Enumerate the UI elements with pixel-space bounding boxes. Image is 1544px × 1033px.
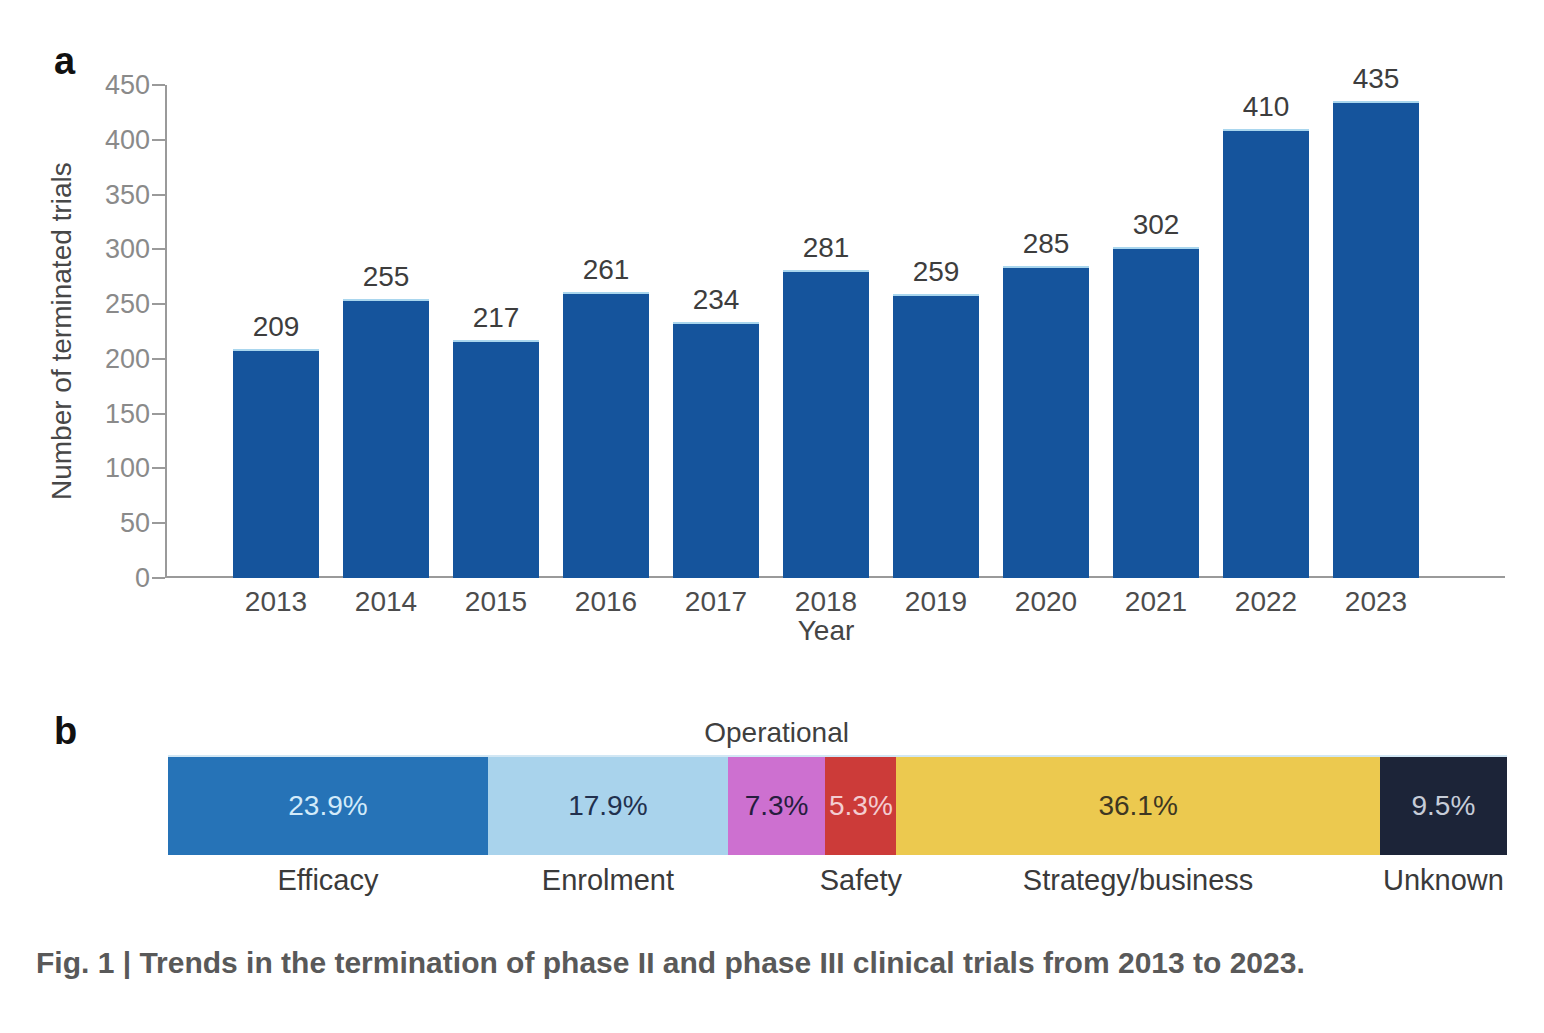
bar-2015 [453, 340, 539, 578]
x-tick-label: 2018 [795, 586, 857, 618]
bar-value-label: 209 [253, 311, 300, 343]
y-tick-label: 300 [88, 233, 150, 265]
bar-value-label: 259 [913, 256, 960, 288]
y-tick-mark [152, 139, 165, 141]
x-tick-label: 2013 [245, 586, 307, 618]
segment-percent-label: 36.1% [1098, 790, 1177, 822]
bar-value-label: 255 [363, 261, 410, 293]
bar-value-label: 217 [473, 302, 520, 334]
y-tick-mark [152, 522, 165, 524]
x-tick-label: 2015 [465, 586, 527, 618]
bar-2019 [893, 294, 979, 578]
segment-unknown: 9.5% [1380, 757, 1507, 855]
segment-percent-label: 9.5% [1411, 790, 1475, 822]
bar-value-label: 234 [693, 284, 740, 316]
y-tick-label: 150 [88, 398, 150, 430]
segment-name-label: Efficacy [277, 864, 378, 897]
y-tick-label: 50 [88, 507, 150, 539]
segment-enrolment: 17.9% [488, 757, 728, 855]
segment-percent-label: 17.9% [568, 790, 647, 822]
bar-2018 [783, 270, 869, 578]
x-tick-label: 2014 [355, 586, 417, 618]
y-tick-mark [152, 84, 165, 86]
segment-safety: 5.3% [825, 757, 896, 855]
panel-b-label: b [54, 712, 77, 750]
segment-name-label: Unknown [1383, 864, 1504, 897]
y-tick-label: 350 [88, 179, 150, 211]
y-tick-label: 0 [88, 562, 150, 594]
bar-2021 [1113, 247, 1199, 578]
y-tick-label: 400 [88, 124, 150, 156]
bar-2020 [1003, 266, 1089, 578]
segment-name-label: Strategy/business [1023, 864, 1254, 897]
segment-name-label-above: Operational [704, 717, 849, 749]
bar-value-label: 285 [1023, 228, 1070, 260]
x-tick-label: 2019 [905, 586, 967, 618]
y-tick-mark [152, 194, 165, 196]
segment-percent-label: 5.3% [829, 790, 893, 822]
segment-percent-label: 23.9% [288, 790, 367, 822]
y-tick-label: 100 [88, 452, 150, 484]
bar-2016 [563, 292, 649, 578]
segment-name-label: Safety [820, 864, 902, 897]
x-tick-label: 2020 [1015, 586, 1077, 618]
y-tick-mark [152, 303, 165, 305]
x-axis-title: Year [221, 615, 1431, 647]
bar-2017 [673, 322, 759, 578]
segment-name-label: Enrolment [542, 864, 674, 897]
y-tick-mark [152, 413, 165, 415]
bar-2014 [343, 299, 429, 578]
panel-a-label: a [54, 42, 75, 80]
bar-value-label: 261 [583, 254, 630, 286]
x-tick-label: 2017 [685, 586, 747, 618]
figure-caption: Fig. 1 | Trends in the termination of ph… [36, 946, 1516, 980]
y-axis-title: Number of terminated trials [46, 85, 78, 578]
figure-1: a Number of terminated trials Year b 23.… [0, 0, 1544, 1033]
bar-value-label: 302 [1133, 209, 1180, 241]
segment-strategy-business: 36.1% [896, 757, 1379, 855]
y-tick-label: 250 [88, 288, 150, 320]
x-tick-label: 2023 [1345, 586, 1407, 618]
x-tick-label: 2022 [1235, 586, 1297, 618]
x-tick-label: 2016 [575, 586, 637, 618]
bar-2023 [1333, 101, 1419, 578]
stacked-bar: 23.9% 17.9% 7.3% 5.3% 36.1% 9.5% [168, 755, 1507, 855]
y-tick-mark [152, 467, 165, 469]
bar-value-label: 435 [1353, 63, 1400, 95]
segment-percent-label: 7.3% [745, 790, 809, 822]
bar-value-label: 410 [1243, 91, 1290, 123]
y-tick-mark [152, 577, 165, 579]
bar-2013 [233, 349, 319, 578]
bar-2022 [1223, 129, 1309, 578]
bar-value-label: 281 [803, 232, 850, 264]
y-tick-label: 200 [88, 343, 150, 375]
segment-operational: 7.3% [728, 757, 826, 855]
y-tick-label: 450 [88, 69, 150, 101]
y-tick-mark [152, 358, 165, 360]
x-tick-label: 2021 [1125, 586, 1187, 618]
segment-efficacy: 23.9% [168, 757, 488, 855]
y-tick-mark [152, 248, 165, 250]
